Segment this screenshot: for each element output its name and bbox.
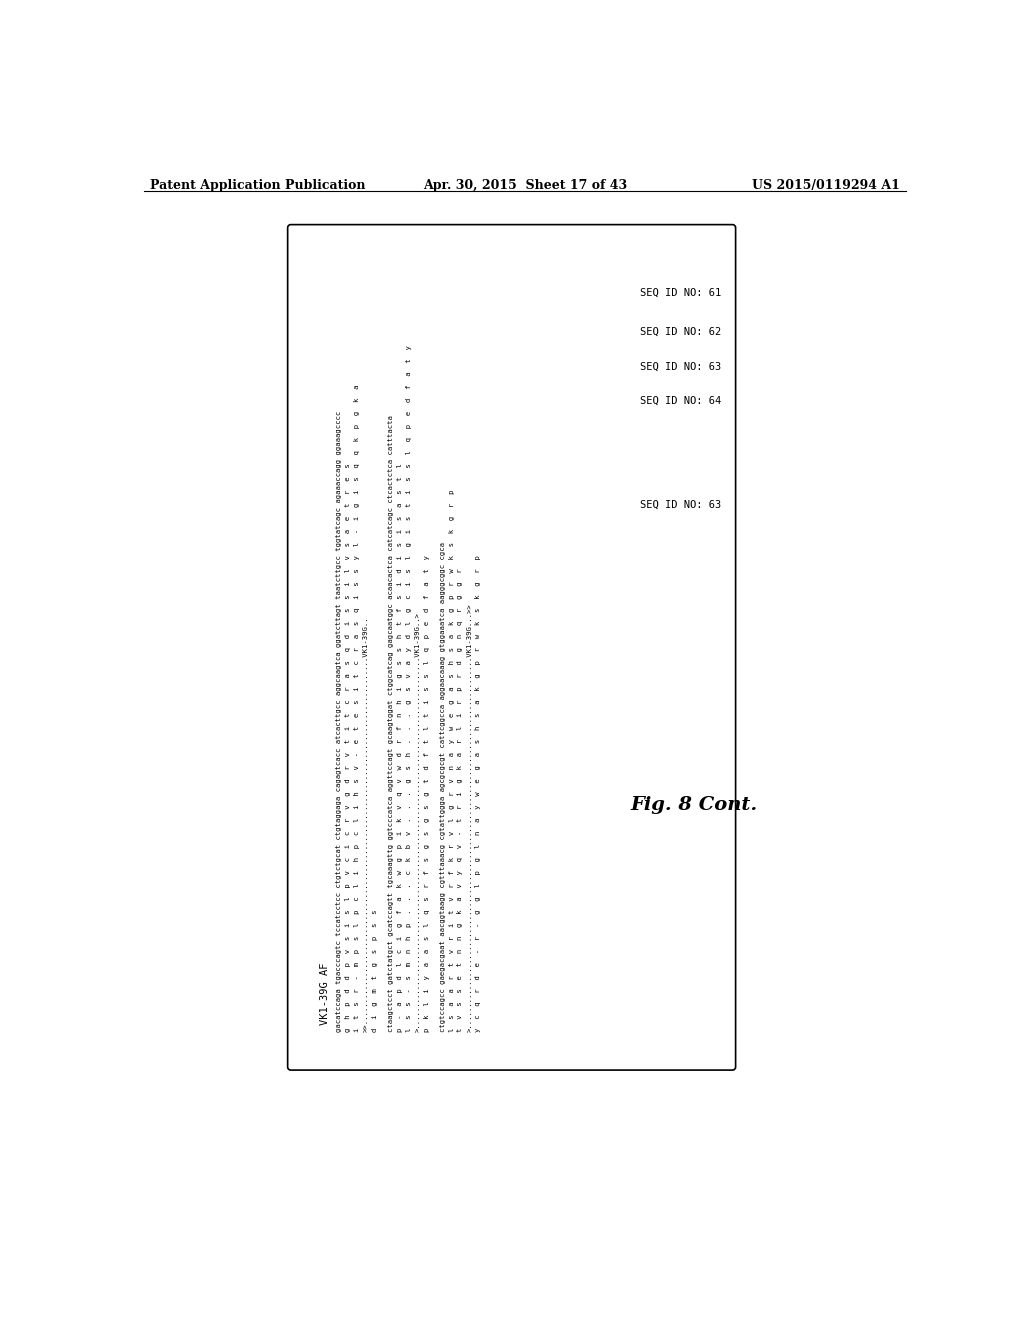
Text: Fig. 8 Cont.: Fig. 8 Cont. bbox=[630, 796, 758, 814]
Text: gacatccaga tgacccagtc tccatcctcc ctgtctgcat ctgtaggaga cagagtcacc atcacttgcc agg: gacatccaga tgacccagtc tccatcctcc ctgtctg… bbox=[336, 411, 342, 1032]
Text: Apr. 30, 2015  Sheet 17 of 43: Apr. 30, 2015 Sheet 17 of 43 bbox=[423, 180, 627, 193]
Text: >>..............................................................................: >>......................................… bbox=[362, 616, 369, 1032]
Text: Patent Application Publication: Patent Application Publication bbox=[150, 180, 366, 193]
Text: p  -  a  p  d  l  c  i  g  f  a  k  w  g  p  i  k  v  q  v  w  d  r  f  n  h  i : p - a p d l c i g f a k w g p i k v q v … bbox=[397, 463, 402, 1032]
Text: SEQ ID NO: 64: SEQ ID NO: 64 bbox=[640, 396, 721, 407]
Text: SEQ ID NO: 63: SEQ ID NO: 63 bbox=[640, 500, 721, 510]
Text: p  k  l  i  y  a  a  s  l  q  s  r  f  s  g  s  g  s  g  t  d  f  t  l  t  i  s : p k l i y a a s l q s r f s g s g s g t … bbox=[424, 556, 430, 1032]
FancyBboxPatch shape bbox=[288, 224, 735, 1071]
Text: ctgtccagcc gaegacgaat aacggtaagg cgtttaaacg cgtattggga agcgcgcgt cattcggcca agga: ctgtccagcc gaegacgaat aacggtaagg cgtttaa… bbox=[439, 543, 445, 1032]
Text: SEQ ID NO: 61: SEQ ID NO: 61 bbox=[640, 288, 721, 298]
Text: g  h  p  d  d  p  v  s  i  s  l  p  v  c  i  c  r  v  g  d  r  v  t  i  t  c  r : g h p d d p v s i s l p v c i c r v g d … bbox=[345, 463, 351, 1032]
Text: >...............................................................................: >.......................................… bbox=[466, 603, 472, 1032]
Text: SEQ ID NO: 62: SEQ ID NO: 62 bbox=[640, 326, 721, 337]
Text: ctaagctcct gatctatgct gcatccagtt tgcaaagttg ggtcccatca aggttccagt gcaagtggat ctg: ctaagctcct gatctatgct gcatccagtt tgcaaag… bbox=[388, 416, 394, 1032]
Text: t  v  s  s  e  t  n  n  g  k  a  v  y  q  v  -  t  r  i  g  k  a  r  l  i  r  p : t v s s e t n n g k a v y q v - t r i g … bbox=[458, 569, 464, 1032]
Text: y  c  q  r  d  e  -  r  -  g  g  l  p  g  l  n  a  y  w  e  g  a  s  h  s  a  k : y c q r d e - r - g g l p g l n a y w e … bbox=[475, 556, 481, 1032]
Text: VK1-39G AF: VK1-39G AF bbox=[321, 962, 330, 1024]
Text: >...............................................................................: >.......................................… bbox=[415, 612, 421, 1032]
Text: i  t  s  r  -  m  p  s  l  p  c  l  i  h  p  c  l  i  h  s  v  -  e  t  e  s  i : i t s r - m p s l p c l i h p c l i h s … bbox=[354, 385, 360, 1032]
Text: SEQ ID NO: 63: SEQ ID NO: 63 bbox=[640, 362, 721, 371]
Text: d  i  g  m  t  g  s  p  s  s: d i g m t g s p s s bbox=[372, 909, 378, 1032]
Text: US 2015/0119294 A1: US 2015/0119294 A1 bbox=[752, 180, 900, 193]
Text: l  s  a  a  r  t  v  r  i  t  v  r  f  k  r  v  l  g  r  v  n  a  y  w  e  g  a : l s a a r t v r i t v r f k r v l g r v … bbox=[449, 490, 455, 1032]
Text: l  s  s  -  s  m  n  h  p  .  .  .  c  k  b  v  .  .  .  g  s  h  .  .  .  g  s : l s s - s m n h p . . . c k b v . . . g … bbox=[406, 346, 412, 1032]
